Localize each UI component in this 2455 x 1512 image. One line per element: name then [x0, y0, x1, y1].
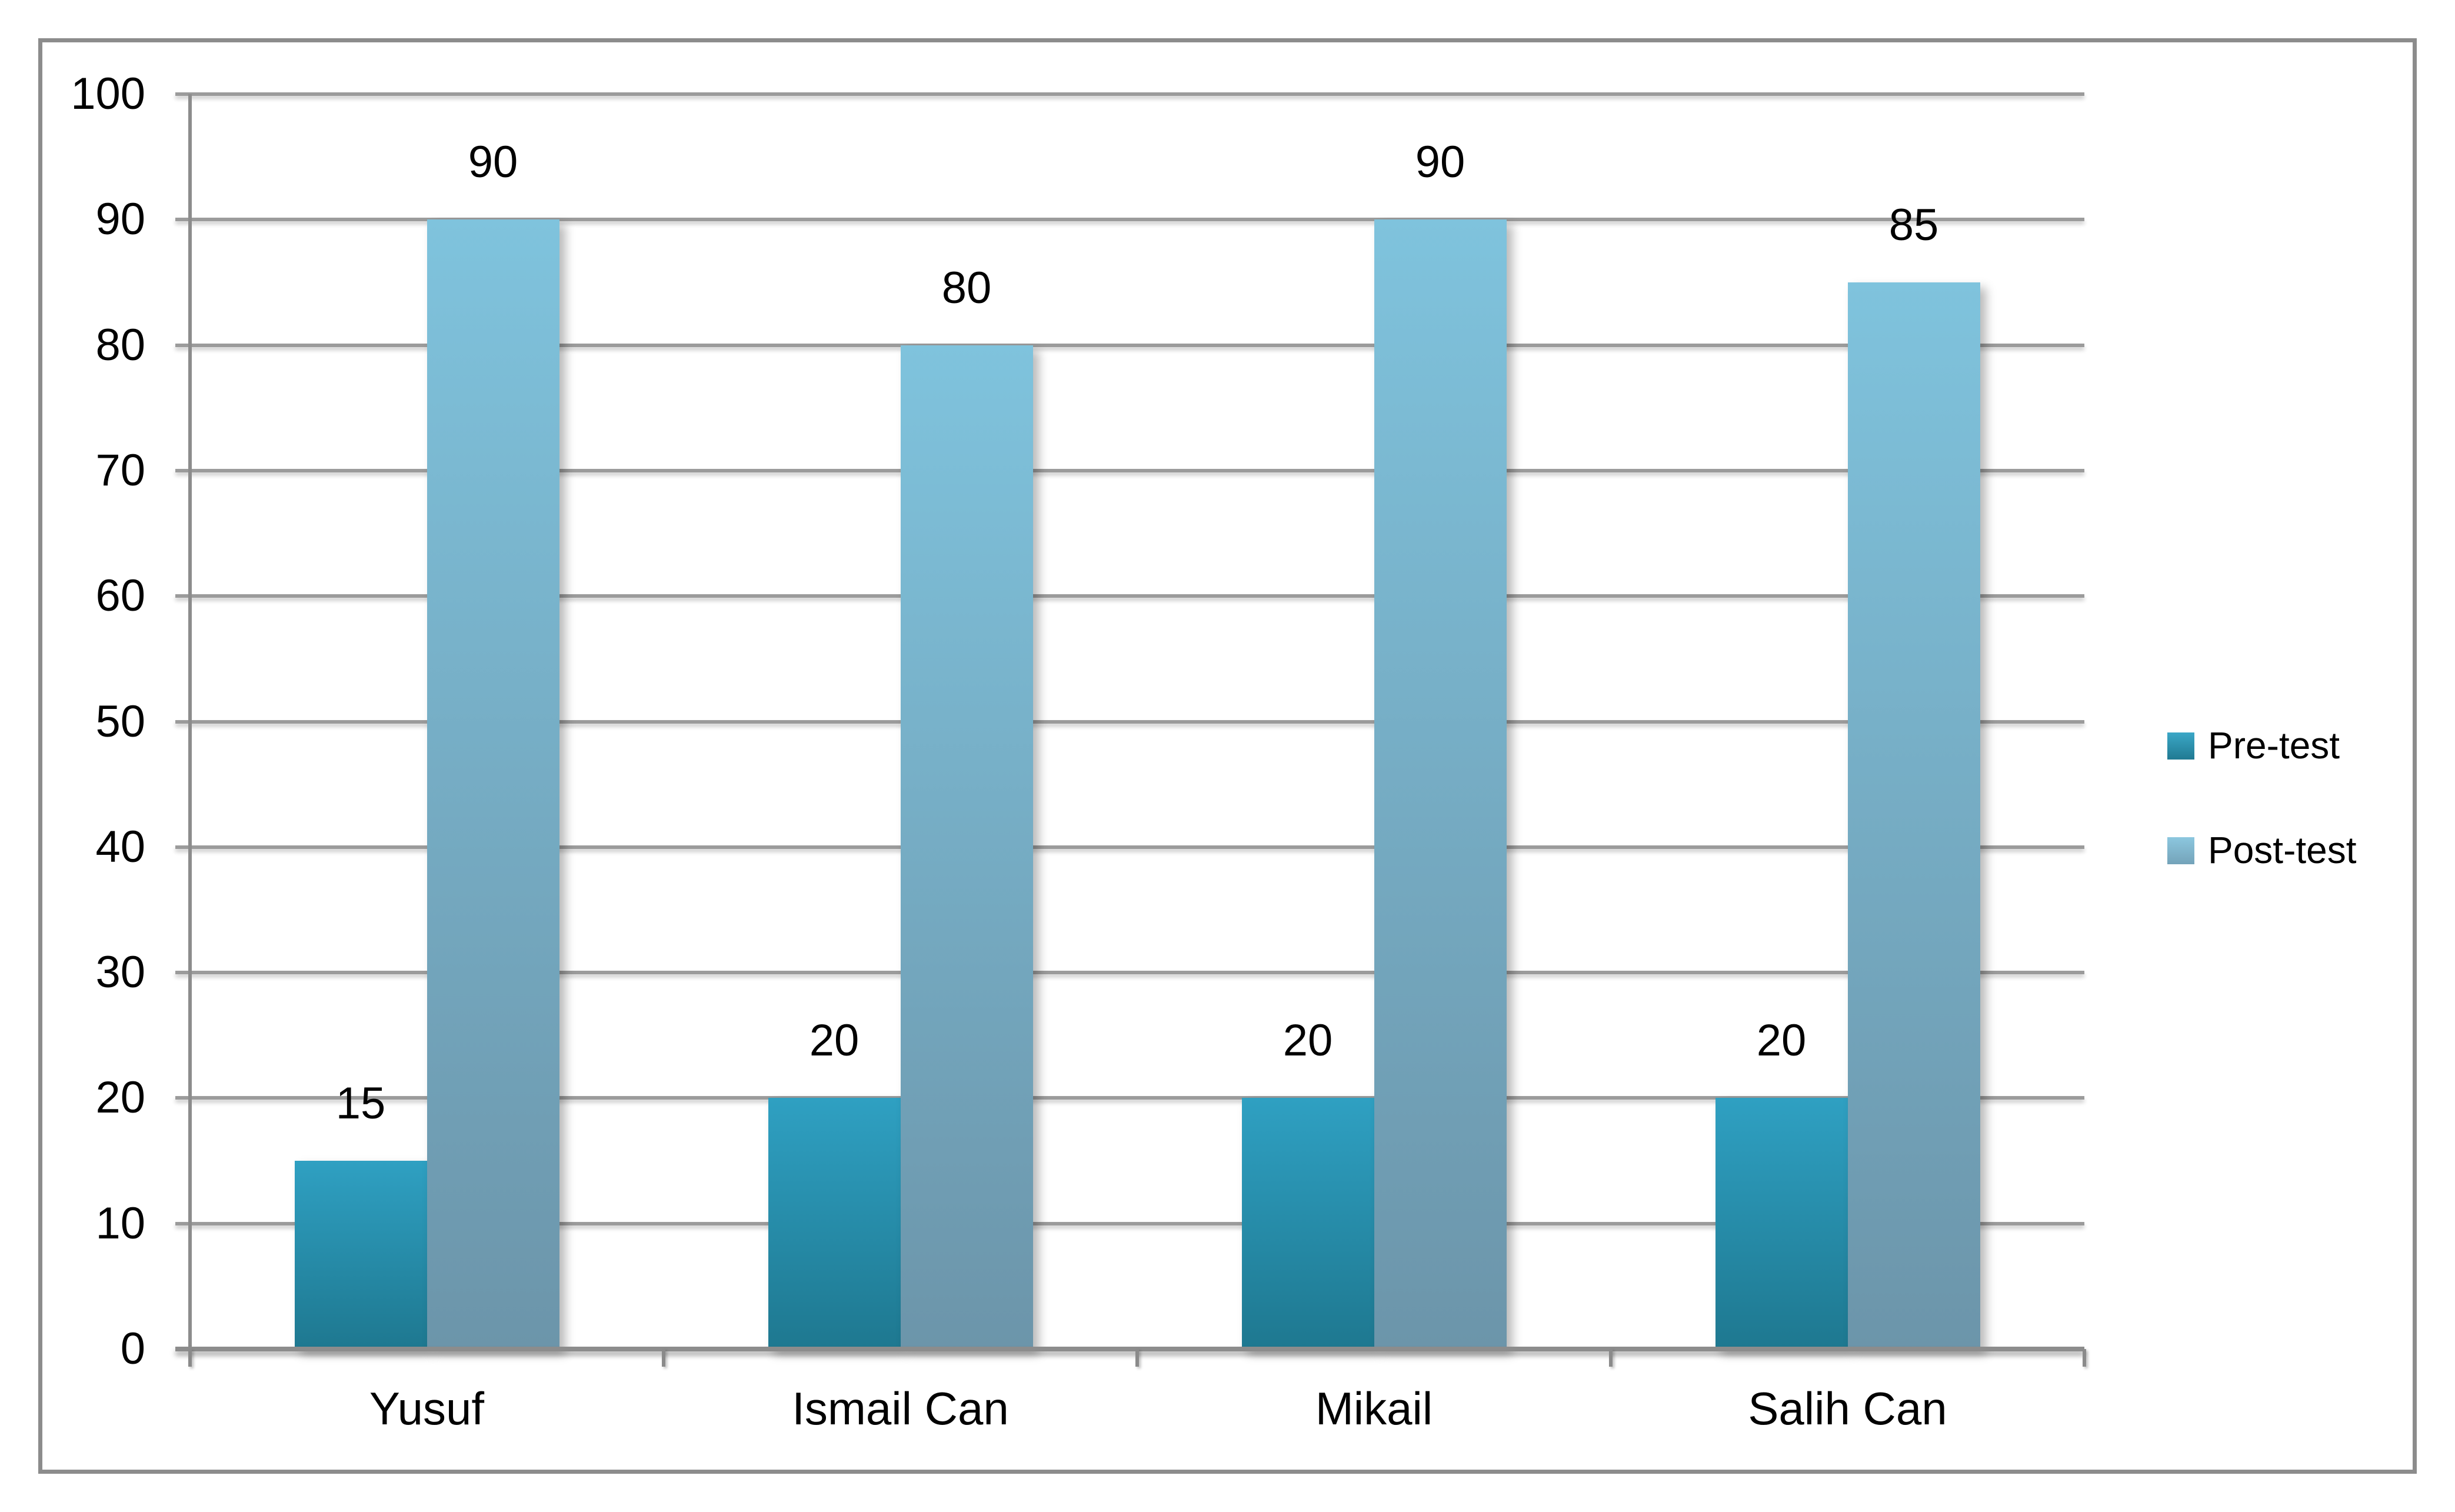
y-axis-tick-label: 30	[95, 947, 145, 998]
bar-pretest	[1241, 1098, 1374, 1349]
category-label: Salih Can	[1748, 1383, 1947, 1434]
y-axis-tick-label: 70	[95, 445, 145, 495]
legend: Pre-test Post-test	[2167, 724, 2357, 872]
y-axis-tick-label: 60	[95, 571, 145, 621]
bar-value-label: 90	[1415, 137, 1465, 188]
bar-value-label: 20	[1283, 1015, 1333, 1066]
y-axis-tick-label: 100	[71, 69, 145, 119]
bar-pretest	[294, 1161, 427, 1349]
category-tick	[188, 1349, 192, 1367]
y-axis-tick-label: 80	[95, 319, 145, 370]
legend-label-pretest: Pre-test	[2208, 724, 2340, 767]
category-tick	[662, 1349, 665, 1367]
bar-value-label: 15	[335, 1078, 386, 1129]
y-axis-line	[188, 94, 192, 1367]
gridline	[175, 92, 2084, 96]
legend-item-pretest: Pre-test	[2167, 724, 2357, 768]
gridline	[175, 1096, 2084, 1100]
category-label: Mikail	[1315, 1383, 1433, 1434]
legend-label-posttest: Post-test	[2208, 829, 2357, 871]
y-axis-tick-label: 50	[95, 696, 145, 747]
y-axis-tick-label: 40	[95, 821, 145, 872]
y-axis-tick-label: 20	[95, 1073, 145, 1123]
category-label: Yusuf	[369, 1383, 485, 1434]
bar-value-label: 20	[809, 1015, 860, 1066]
x-axis-baseline	[175, 1347, 2084, 1351]
gridline	[175, 1221, 2084, 1225]
bar-value-label: 20	[1756, 1015, 1807, 1066]
chart-frame: Pre-test Post-test 0 10 20 30 40 50 60 70 80 90 10…	[38, 38, 2417, 1474]
gridline	[175, 971, 2084, 975]
gridline	[175, 343, 2084, 347]
gridline	[175, 218, 2084, 222]
bar-posttest	[1374, 219, 1507, 1349]
y-axis-tick-label: 10	[95, 1198, 145, 1248]
gridline	[175, 468, 2084, 472]
bar-posttest	[1847, 282, 1980, 1349]
bar-pretest	[1715, 1098, 1848, 1349]
bar-value-label: 80	[941, 262, 992, 313]
pretest-swatch-icon	[2167, 732, 2194, 760]
bar-value-label: 85	[1888, 199, 1939, 250]
category-label: Ismail Can	[792, 1383, 1009, 1434]
category-tick	[2083, 1349, 2086, 1367]
category-tick	[1135, 1349, 1139, 1367]
bar-pretest	[768, 1098, 901, 1349]
y-axis-tick-label: 90	[95, 194, 145, 245]
bar-posttest	[900, 345, 1033, 1349]
gridline	[175, 594, 2084, 598]
legend-item-posttest: Post-test	[2167, 828, 2357, 872]
gridline	[175, 720, 2084, 724]
category-tick	[1609, 1349, 1613, 1367]
posttest-swatch-icon	[2167, 837, 2194, 864]
bar-posttest	[427, 219, 559, 1349]
bar-value-label: 90	[468, 137, 518, 188]
gridline	[175, 845, 2084, 849]
y-axis-tick-label: 0	[120, 1324, 145, 1374]
